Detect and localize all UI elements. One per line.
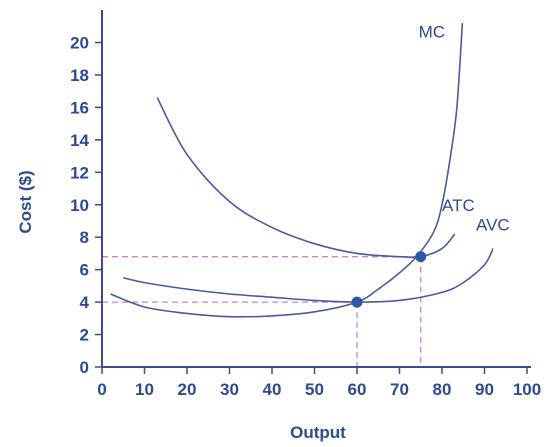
- curves-group: [110, 22, 494, 318]
- series-label-atc: ATC: [442, 196, 475, 215]
- x-tick-label: 10: [135, 380, 154, 399]
- x-tick-label: 20: [178, 380, 197, 399]
- x-tick-label: 90: [475, 380, 494, 399]
- series-label-avc: AVC: [476, 216, 510, 235]
- y-tick-label: 10: [70, 196, 89, 215]
- x-tick-label: 80: [433, 380, 452, 399]
- x-tick-label: 70: [390, 380, 409, 399]
- ticks-group: 0 10 20 30 40 50 60 70 80 90 100 0 2 4 6 8 10 12 14 16 18 20: [70, 34, 541, 400]
- intersection-point: [351, 296, 363, 308]
- y-tick-label: 0: [80, 358, 89, 377]
- y-axis-title: Cost ($): [16, 170, 35, 233]
- y-tick-label: 8: [80, 228, 89, 247]
- y-tick-label: 18: [70, 66, 89, 85]
- y-tick-label: 12: [70, 163, 89, 182]
- y-tick-label: 4: [80, 293, 90, 312]
- series-mc-line: [110, 22, 464, 318]
- y-tick-label: 2: [80, 326, 89, 345]
- y-tick-label: 6: [80, 261, 89, 280]
- series-avc-line: [123, 248, 494, 303]
- y-tick-label: 20: [70, 34, 89, 53]
- y-tick-label: 14: [70, 131, 89, 150]
- x-tick-label: 30: [220, 380, 239, 399]
- points-group: [351, 251, 427, 308]
- reference-lines-group: [102, 256, 422, 367]
- axes-group: [101, 10, 531, 368]
- series-label-mc: MC: [419, 23, 445, 42]
- x-tick-label: 40: [263, 380, 282, 399]
- x-tick-label: 100: [513, 380, 541, 399]
- x-tick-label: 60: [348, 380, 367, 399]
- intersection-point: [415, 251, 427, 263]
- x-axis-title: Output: [290, 423, 346, 442]
- series-atc-line: [156, 97, 456, 259]
- y-tick-label: 16: [70, 98, 89, 117]
- x-tick-label: 0: [97, 380, 106, 399]
- x-tick-label: 50: [305, 380, 324, 399]
